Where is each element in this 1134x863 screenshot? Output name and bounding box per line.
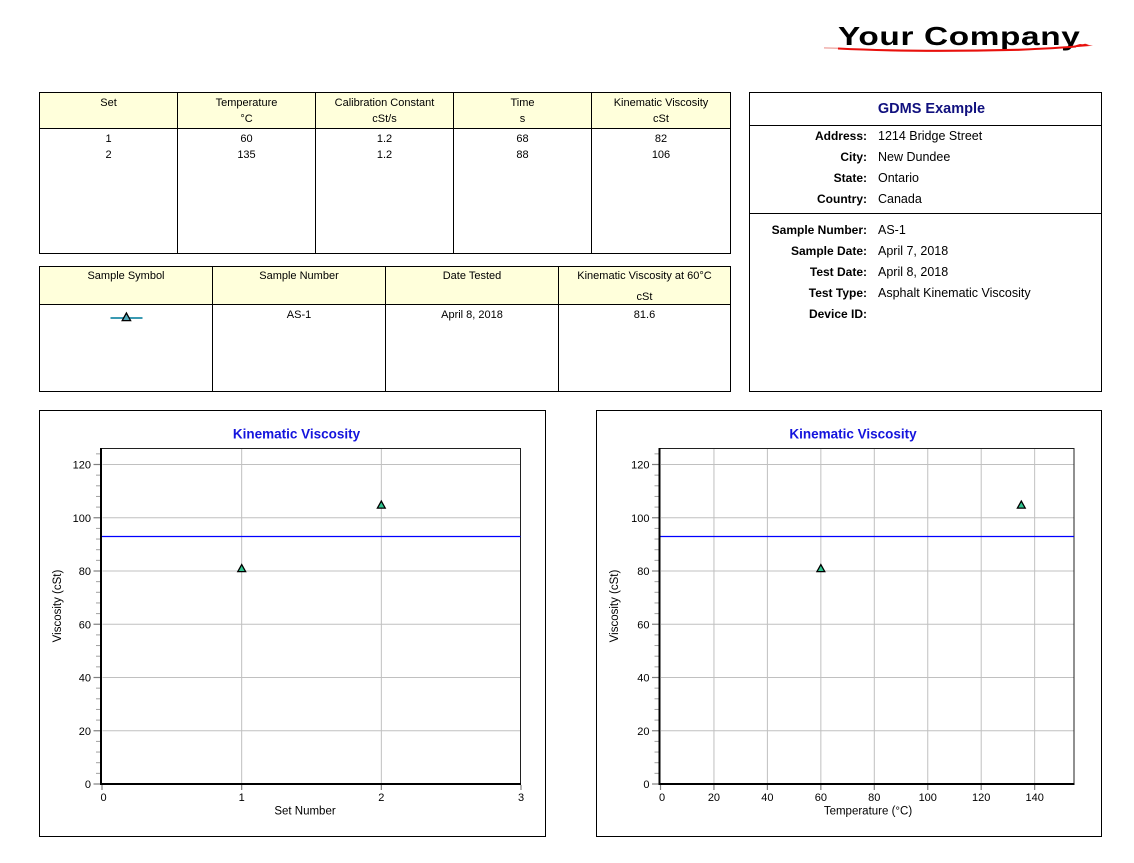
svg-text:40: 40 xyxy=(761,792,773,804)
svg-text:120: 120 xyxy=(73,460,91,472)
svg-text:140: 140 xyxy=(1025,792,1043,804)
svg-text:60: 60 xyxy=(815,792,827,804)
svg-text:Viscosity (cSt): Viscosity (cSt) xyxy=(609,570,621,643)
svg-text:20: 20 xyxy=(637,726,649,738)
svg-text:20: 20 xyxy=(708,792,720,804)
svg-text:40: 40 xyxy=(637,673,649,685)
svg-text:100: 100 xyxy=(73,513,91,525)
svg-text:Kinematic Viscosity: Kinematic Viscosity xyxy=(789,427,917,442)
svg-text:120: 120 xyxy=(972,792,990,804)
svg-text:80: 80 xyxy=(868,792,880,804)
svg-text:0: 0 xyxy=(643,779,649,791)
svg-text:20: 20 xyxy=(79,726,91,738)
svg-text:40: 40 xyxy=(79,673,91,685)
svg-text:120: 120 xyxy=(631,460,649,472)
svg-text:3: 3 xyxy=(518,792,524,804)
svg-text:0: 0 xyxy=(85,779,91,791)
svg-text:Temperature (°C): Temperature (°C) xyxy=(824,806,912,818)
svg-text:0: 0 xyxy=(659,792,665,804)
svg-text:80: 80 xyxy=(79,566,91,578)
svg-text:0: 0 xyxy=(100,792,106,804)
svg-text:1: 1 xyxy=(239,792,245,804)
svg-text:100: 100 xyxy=(631,513,649,525)
svg-text:Set Number: Set Number xyxy=(274,806,336,818)
svg-text:60: 60 xyxy=(637,619,649,631)
svg-text:80: 80 xyxy=(637,566,649,578)
svg-text:Kinematic Viscosity: Kinematic Viscosity xyxy=(233,427,361,442)
svg-text:60: 60 xyxy=(79,619,91,631)
svg-text:Viscosity (cSt): Viscosity (cSt) xyxy=(52,570,64,643)
svg-text:2: 2 xyxy=(378,792,384,804)
svg-text:100: 100 xyxy=(919,792,937,804)
